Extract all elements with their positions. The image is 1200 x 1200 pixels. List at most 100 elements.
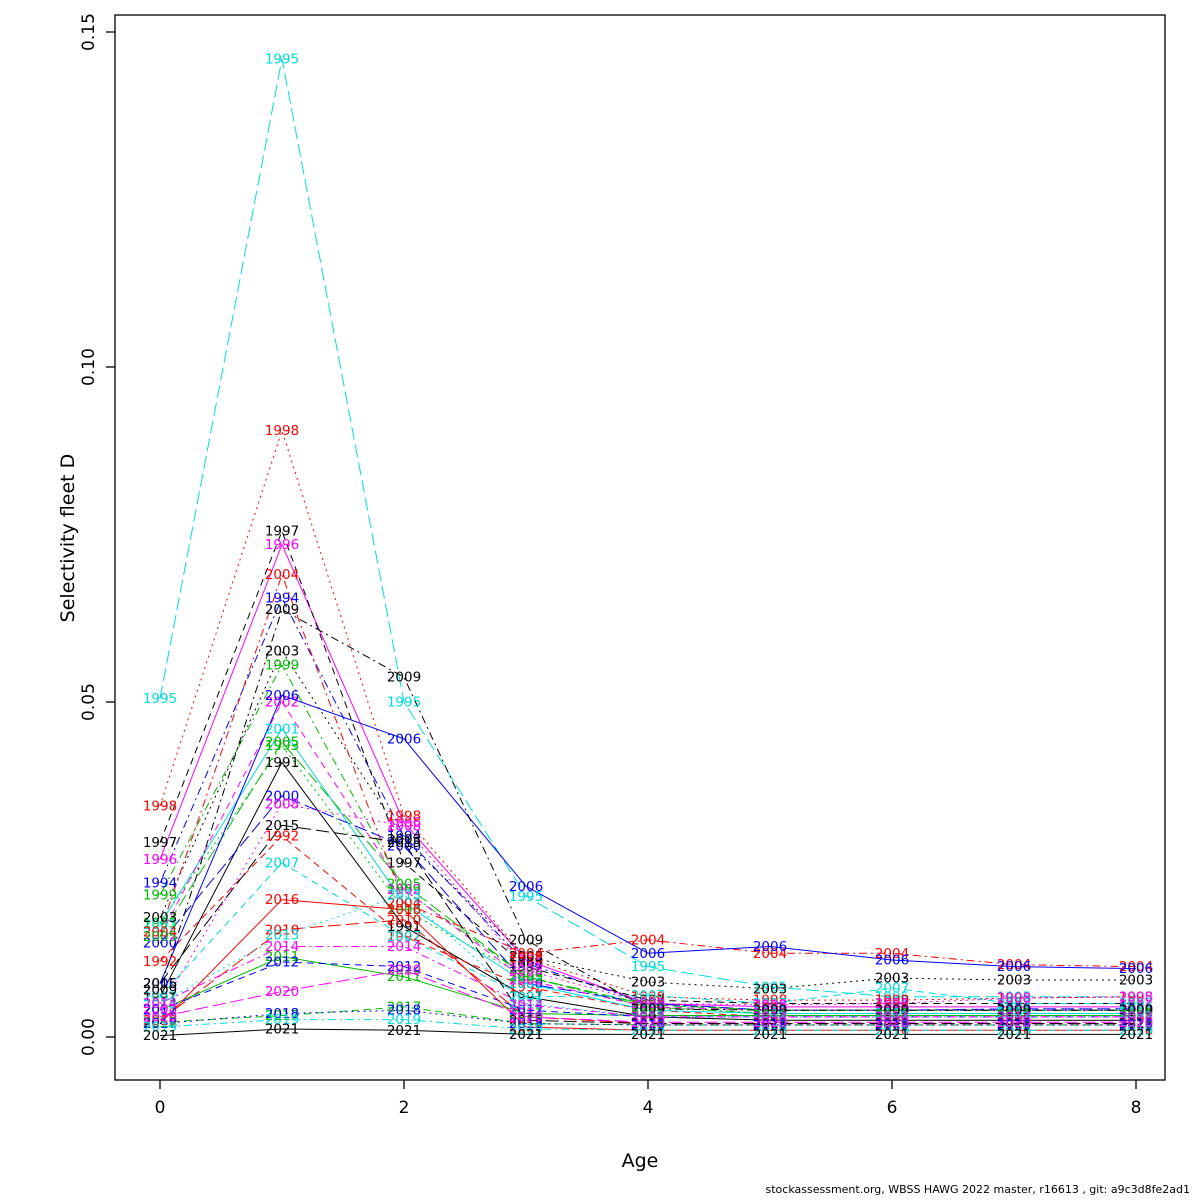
point-label-2010: 2010 xyxy=(387,912,421,928)
point-label-1995: 1995 xyxy=(631,959,665,975)
point-label-2015: 2015 xyxy=(997,1016,1031,1032)
point-label-2011: 2011 xyxy=(875,1008,909,1024)
point-label-1997: 1997 xyxy=(387,855,421,871)
point-label-1998: 1998 xyxy=(143,798,177,814)
point-label-2009: 2009 xyxy=(875,1003,909,1019)
point-label-1996: 1996 xyxy=(1119,999,1153,1015)
point-label-2016: 2016 xyxy=(143,1016,177,1032)
x-tick-label: 2 xyxy=(399,1098,410,1118)
point-label-1999: 1999 xyxy=(143,887,177,903)
point-label-2008: 2008 xyxy=(143,1001,177,1017)
point-label-2012: 2012 xyxy=(875,1009,909,1025)
point-label-2002: 2002 xyxy=(265,695,299,711)
point-label-2018: 2018 xyxy=(1119,1017,1153,1033)
point-label-1992: 1992 xyxy=(753,1009,787,1025)
point-label-2009: 2009 xyxy=(1119,1003,1153,1019)
point-label-1995: 1995 xyxy=(875,989,909,1005)
point-label-2011: 2011 xyxy=(997,1008,1031,1024)
point-label-2001: 2001 xyxy=(1119,1006,1153,1022)
point-label-2008: 2008 xyxy=(509,963,543,979)
point-label-2011: 2011 xyxy=(1119,1008,1153,1024)
point-label-2000: 2000 xyxy=(1119,1001,1153,1017)
series-line-2006 xyxy=(159,694,1137,984)
point-label-2003: 2003 xyxy=(875,971,909,987)
point-label-2014: 2014 xyxy=(387,939,421,955)
point-label-1997: 1997 xyxy=(143,835,177,851)
point-label-2003: 2003 xyxy=(387,832,421,848)
point-label-2000: 2000 xyxy=(753,1003,787,1019)
point-label-2012: 2012 xyxy=(387,959,421,975)
point-label-2021: 2021 xyxy=(875,1027,909,1043)
point-label-2005: 2005 xyxy=(387,877,421,893)
point-label-2016: 2016 xyxy=(265,892,299,908)
point-label-1997: 1997 xyxy=(997,996,1031,1012)
point-label-2012: 2012 xyxy=(265,954,299,970)
point-label-1991: 1991 xyxy=(387,919,421,935)
point-label-2000: 2000 xyxy=(387,839,421,855)
series-line-2021 xyxy=(159,1028,1136,1037)
point-label-2016: 2016 xyxy=(509,1019,543,1035)
point-label-2017: 2017 xyxy=(753,1017,787,1033)
point-label-2006: 2006 xyxy=(631,946,665,962)
point-label-2001: 2001 xyxy=(143,917,177,933)
series-line-2003 xyxy=(159,650,1136,990)
point-label-1994: 1994 xyxy=(1119,1003,1153,1019)
x-axis-label: Age xyxy=(621,1150,659,1172)
series-line-2016 xyxy=(159,899,1136,1031)
point-label-2001: 2001 xyxy=(387,896,421,912)
point-label-2018: 2018 xyxy=(753,1017,787,1033)
point-label-2001: 2001 xyxy=(875,1006,909,1022)
point-label-2005: 2005 xyxy=(753,1003,787,1019)
point-label-2020: 2020 xyxy=(997,1015,1031,1031)
point-label-2007: 2007 xyxy=(509,989,543,1005)
point-label-2008: 2008 xyxy=(875,996,909,1012)
point-label-2005: 2005 xyxy=(997,1003,1031,1019)
point-label-2013: 2013 xyxy=(387,887,421,903)
point-label-2012: 2012 xyxy=(1119,1009,1153,1025)
point-label-2016: 2016 xyxy=(753,1023,787,1039)
point-label-1993: 1993 xyxy=(631,999,665,1015)
point-label-1991: 1991 xyxy=(509,989,543,1005)
y-tick-label: 0.05 xyxy=(79,683,99,721)
point-label-1998: 1998 xyxy=(997,991,1031,1007)
point-label-2003: 2003 xyxy=(997,973,1031,989)
point-label-2014: 2014 xyxy=(997,1009,1031,1025)
point-label-2015: 2015 xyxy=(631,1016,665,1032)
point-label-2010: 2010 xyxy=(143,1013,177,1029)
point-label-2003: 2003 xyxy=(265,644,299,660)
point-label-2014: 2014 xyxy=(1119,1009,1153,1025)
point-label-2020: 2020 xyxy=(265,984,299,1000)
point-label-1999: 1999 xyxy=(1119,1006,1153,1022)
point-label-2019: 2019 xyxy=(387,1012,421,1028)
point-label-1993: 1993 xyxy=(265,738,299,754)
point-label-2015: 2015 xyxy=(265,818,299,834)
point-label-1992: 1992 xyxy=(143,954,177,970)
point-label-2020: 2020 xyxy=(875,1015,909,1031)
point-label-1992: 1992 xyxy=(509,979,543,995)
point-label-1992: 1992 xyxy=(631,1003,665,1019)
series-line-2014 xyxy=(159,946,1136,1018)
point-label-2015: 2015 xyxy=(509,1013,543,1029)
point-label-2000: 2000 xyxy=(631,996,665,1012)
point-label-1993: 1993 xyxy=(1119,1006,1153,1022)
point-label-1997: 1997 xyxy=(509,959,543,975)
point-label-2005: 2005 xyxy=(631,997,665,1013)
point-label-2006: 2006 xyxy=(875,952,909,968)
point-label-2007: 2007 xyxy=(753,996,787,1012)
point-label-1997: 1997 xyxy=(753,996,787,1012)
point-label-2014: 2014 xyxy=(875,1009,909,1025)
point-label-2004: 2004 xyxy=(509,946,543,962)
point-label-2015: 2015 xyxy=(753,1016,787,1032)
point-label-2014: 2014 xyxy=(143,996,177,1012)
point-label-2004: 2004 xyxy=(265,567,299,583)
point-label-2004: 2004 xyxy=(631,932,665,948)
point-label-2000: 2000 xyxy=(509,976,543,992)
point-label-1991: 1991 xyxy=(631,1009,665,1025)
point-label-2009: 2009 xyxy=(265,602,299,618)
point-label-2020: 2020 xyxy=(631,1015,665,1031)
point-label-2014: 2014 xyxy=(265,939,299,955)
point-label-1999: 1999 xyxy=(509,969,543,985)
point-label-1995: 1995 xyxy=(1119,989,1153,1005)
point-label-2005: 2005 xyxy=(509,969,543,985)
point-label-2001: 2001 xyxy=(631,1003,665,1019)
